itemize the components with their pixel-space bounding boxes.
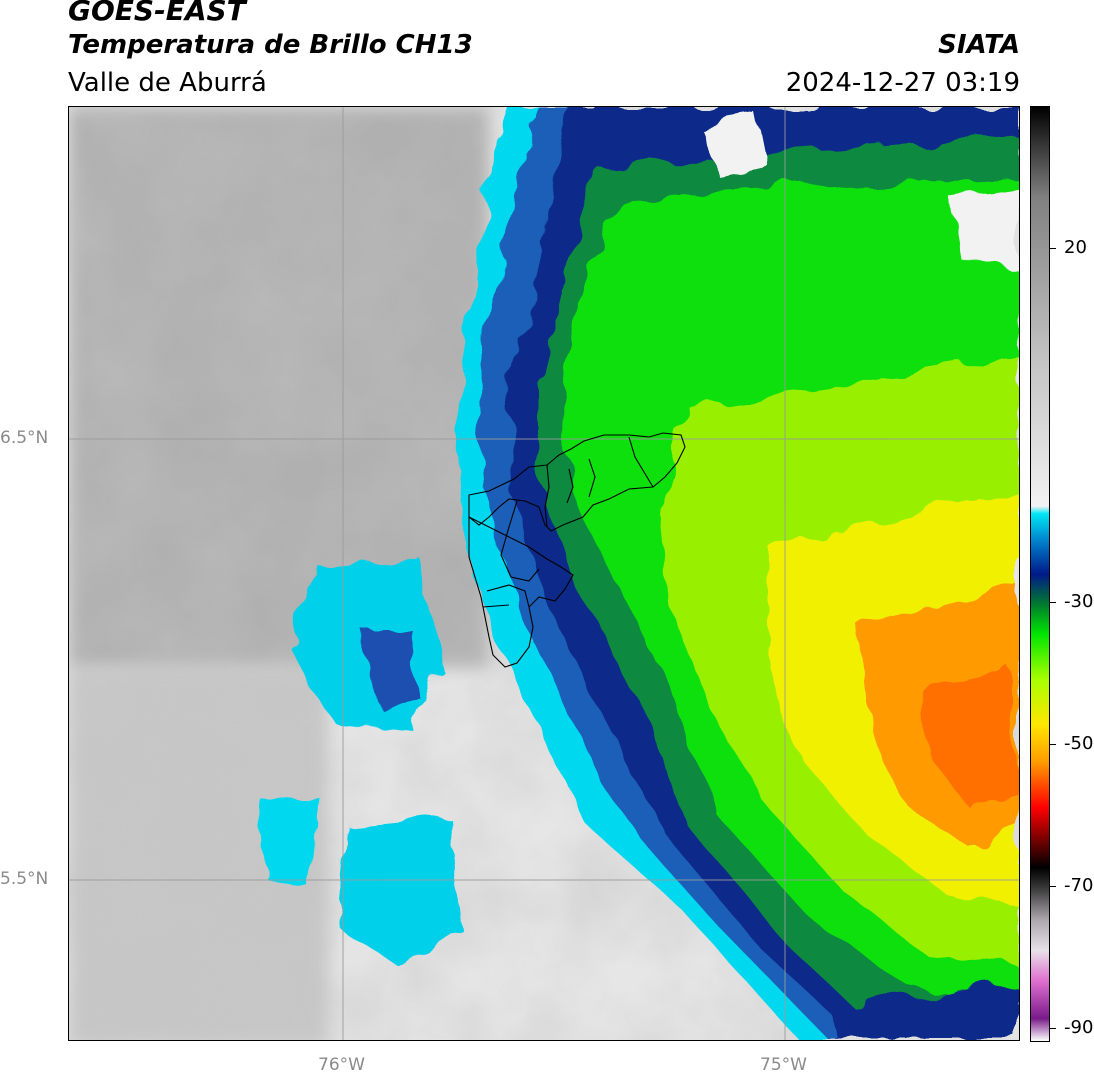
colorbar-tick-20 bbox=[1050, 248, 1056, 249]
graticule bbox=[69, 107, 1019, 1040]
colorbar-label-neg50: -50 bbox=[1064, 733, 1094, 754]
cloud-top-field bbox=[259, 107, 1019, 1040]
temperature-colorbar bbox=[1030, 106, 1050, 1042]
satellite-title: GOES-EAST bbox=[68, 0, 246, 27]
municipality-divider-3 bbox=[588, 458, 596, 498]
municipality-divider-6 bbox=[482, 604, 510, 608]
satellite-map[interactable] bbox=[68, 106, 1020, 1041]
isolated-cloud-west-core bbox=[359, 627, 419, 707]
warm-gap-northeast bbox=[949, 187, 1019, 267]
product-title: Temperatura de Brillo CH13 bbox=[68, 30, 473, 60]
lat-label-5-5n: 5.5°N bbox=[0, 869, 49, 889]
municipality-divider-4 bbox=[500, 500, 540, 582]
organization-label: SIATA bbox=[938, 30, 1020, 60]
lat-label-6-5n: 6.5°N bbox=[0, 428, 49, 448]
municipality-divider-5 bbox=[486, 584, 530, 608]
lon-label-76w: 76°W bbox=[318, 1055, 365, 1075]
municipality-outline bbox=[468, 432, 686, 532]
isolated-cloud-southwest2 bbox=[259, 797, 319, 887]
colorbar-tick-neg90 bbox=[1050, 1028, 1056, 1029]
region-subtitle: Valle de Aburrá bbox=[68, 68, 267, 98]
lon-label-75w: 75°W bbox=[760, 1055, 807, 1075]
colorbar-tick-neg50 bbox=[1050, 744, 1056, 745]
colorbar-tick-neg30 bbox=[1050, 602, 1056, 603]
timestamp-label: 2024-12-27 03:19 bbox=[785, 68, 1020, 98]
colorbar-label-20: 20 bbox=[1064, 237, 1087, 258]
colorbar-label-neg30: -30 bbox=[1064, 591, 1094, 612]
cold-cloud-deeporange bbox=[919, 667, 1019, 807]
warm-gap-north bbox=[699, 117, 769, 177]
aburra-valley-boundaries bbox=[468, 432, 686, 668]
colorbar-label-neg70: -70 bbox=[1064, 875, 1094, 896]
municipality-divider-2 bbox=[566, 468, 574, 504]
isolated-cloud-southwest bbox=[339, 817, 459, 967]
cold-cloud-southeast-edge bbox=[829, 987, 1019, 1040]
municipality-divider-1 bbox=[544, 464, 550, 528]
colorbar-label-neg90: -90 bbox=[1064, 1017, 1094, 1038]
colorbar-tick-neg70 bbox=[1050, 886, 1056, 887]
municipality-divider-7 bbox=[628, 436, 654, 488]
